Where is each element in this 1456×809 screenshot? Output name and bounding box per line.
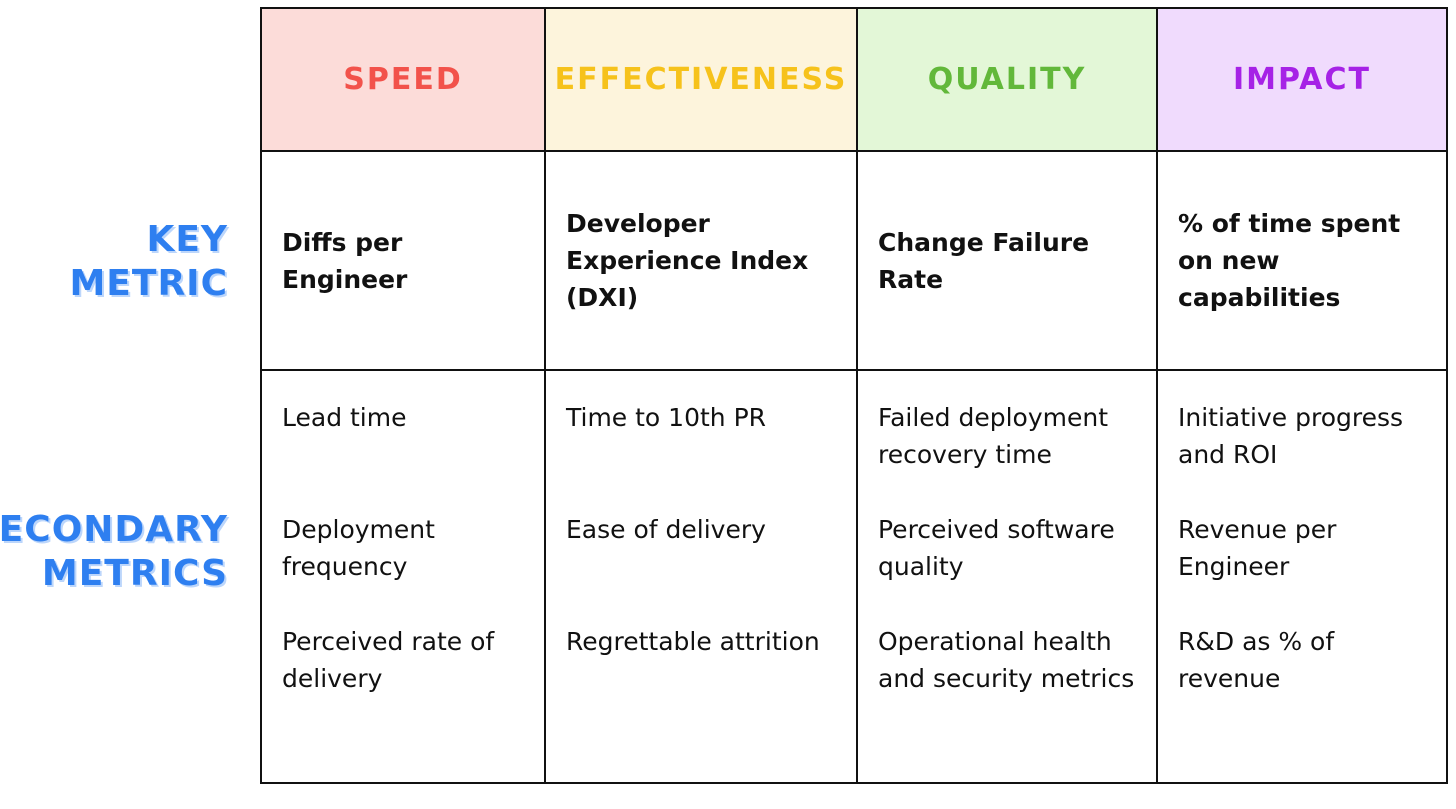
- header-cell-impact: IMPACT: [1158, 9, 1446, 152]
- secondary-metric-item: Revenue per Engineer: [1178, 515, 1337, 581]
- secondary-metric-item: R&D as % of revenue: [1178, 627, 1335, 693]
- header-speed: SPEED: [343, 62, 463, 97]
- key-metric-effectiveness: Developer Experience Index (DXI): [566, 209, 809, 312]
- secondary-metric-item: Deployment frequency: [282, 515, 435, 581]
- key-metric-cell-speed: Diffs per Engineer: [262, 152, 546, 371]
- secondary-metrics-cell-speed: Lead time Deployment frequency Perceived…: [262, 371, 546, 782]
- secondary-metric-item: Operational health and security metrics: [878, 627, 1135, 693]
- key-metric-speed: Diffs per Engineer: [282, 227, 408, 294]
- header-effectiveness: EFFECTIVENESS: [554, 62, 848, 97]
- header-cell-effectiveness: EFFECTIVENESS: [546, 9, 858, 152]
- header-cell-speed: SPEED: [262, 9, 546, 152]
- secondary-metric-item: Ease of delivery: [566, 515, 766, 544]
- key-metric-cell-effectiveness: Developer Experience Index (DXI): [546, 152, 858, 371]
- secondary-metric-item: Perceived rate of delivery: [282, 627, 495, 693]
- row-label-secondary-metrics: SECONDARY METRICS: [0, 508, 228, 596]
- row-label-secondary-metrics-line-1: SECONDARY: [0, 509, 228, 550]
- key-metric-cell-quality: Change Failure Rate: [858, 152, 1158, 371]
- key-metric-quality: Change Failure Rate: [878, 227, 1090, 294]
- metrics-framework-table: SPEED EFFECTIVENESS QUALITY IMPACT Diffs…: [260, 7, 1448, 784]
- header-cell-quality: QUALITY: [858, 9, 1158, 152]
- secondary-metric-item: Failed deployment recovery time: [878, 403, 1109, 469]
- secondary-metric-item: Initiative progress and ROI: [1178, 403, 1404, 469]
- key-metric-cell-impact: % of time spent on new capabilities: [1158, 152, 1446, 371]
- secondary-metrics-cell-quality: Failed deployment recovery time Perceive…: [858, 371, 1158, 782]
- row-label-key-metric: KEY METRIC: [69, 218, 228, 306]
- header-quality: QUALITY: [927, 62, 1087, 97]
- row-label-key-metric-line-2: METRIC: [69, 263, 228, 304]
- header-impact: IMPACT: [1233, 62, 1371, 97]
- row-label-secondary-metrics-line-2: METRICS: [41, 553, 228, 594]
- row-label-key-metric-line-1: KEY: [146, 219, 228, 260]
- secondary-metrics-cell-effectiveness: Time to 10th PR Ease of delivery Regrett…: [546, 371, 858, 782]
- secondary-metric-item: Lead time: [282, 403, 407, 432]
- secondary-metric-item: Regrettable attrition: [566, 627, 820, 656]
- secondary-metric-item: Perceived software quality: [878, 515, 1115, 581]
- secondary-metrics-cell-impact: Initiative progress and ROI Revenue per …: [1158, 371, 1446, 782]
- secondary-metric-item: Time to 10th PR: [566, 403, 767, 432]
- key-metric-impact: % of time spent on new capabilities: [1178, 209, 1401, 312]
